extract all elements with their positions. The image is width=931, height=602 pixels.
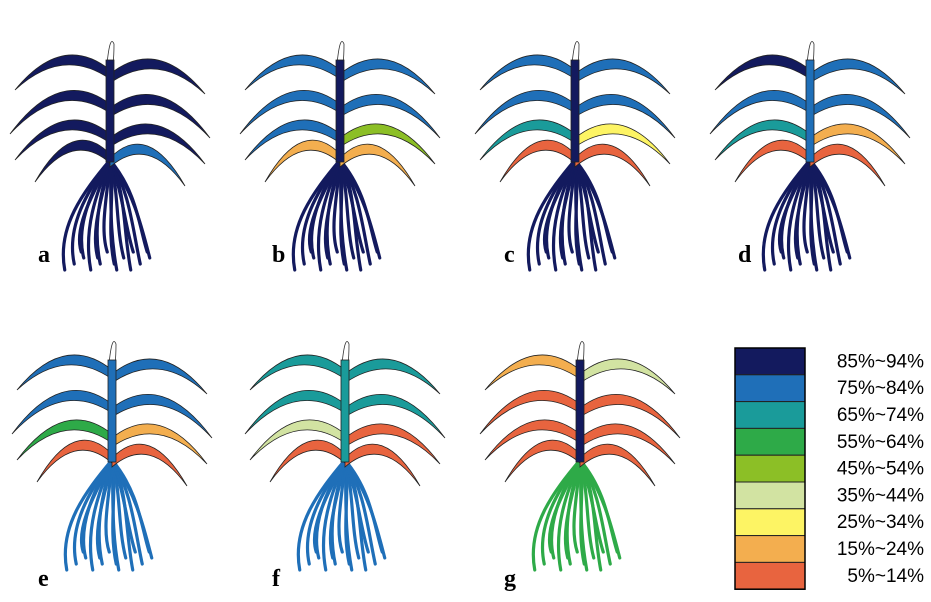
leaf xyxy=(112,359,207,394)
legend-swatch xyxy=(735,482,805,509)
panel-label: c xyxy=(504,242,515,268)
leaf xyxy=(810,59,905,94)
plant xyxy=(475,42,675,271)
legend-swatch xyxy=(735,348,805,375)
panel-label: g xyxy=(504,566,516,592)
leaf xyxy=(580,359,675,394)
legend-label: 35%~44% xyxy=(837,485,924,506)
legend-label: 15%~24% xyxy=(837,539,924,560)
legend-label: 5%~14% xyxy=(847,566,924,587)
legend-swatch xyxy=(735,428,805,455)
stem xyxy=(806,60,814,162)
legend-label: 75%~84% xyxy=(837,378,924,399)
legend-swatch xyxy=(735,375,805,402)
stem xyxy=(576,360,584,462)
panel-label: b xyxy=(272,242,285,268)
panel-label: a xyxy=(38,242,50,268)
leaf xyxy=(485,355,580,390)
leaf xyxy=(250,355,345,390)
plant xyxy=(12,342,212,571)
plant xyxy=(240,42,440,271)
legend-swatch xyxy=(735,402,805,429)
legend-label: 65%~74% xyxy=(837,405,924,426)
stem xyxy=(571,60,579,162)
leaf xyxy=(480,55,575,90)
legend-swatch xyxy=(735,536,805,563)
leaf xyxy=(715,55,810,90)
leaf xyxy=(245,55,340,90)
figure: a b c d e f g 85%~94% 75%~84% 65%~74% 55%~64% 45%~5… xyxy=(0,0,931,602)
legend-swatch xyxy=(735,562,805,589)
leaf xyxy=(15,55,110,90)
panel-label: e xyxy=(38,566,49,592)
legend-swatch xyxy=(735,509,805,536)
leaf xyxy=(340,59,435,94)
legend-label: 45%~54% xyxy=(837,459,924,480)
stem xyxy=(108,360,116,462)
plant xyxy=(10,42,210,271)
plant xyxy=(710,42,910,271)
panel-label: f xyxy=(272,566,281,592)
panel-label: d xyxy=(738,242,752,268)
plant xyxy=(480,342,680,571)
legend-label: 55%~64% xyxy=(837,432,924,453)
leaf xyxy=(17,355,112,390)
stem xyxy=(341,360,349,462)
leaf xyxy=(575,59,670,94)
legend-label: 25%~34% xyxy=(837,512,924,533)
leaf xyxy=(345,359,440,394)
legend-swatch xyxy=(735,455,805,482)
legend-label: 85%~94% xyxy=(837,351,924,372)
leaf xyxy=(110,59,205,94)
plant xyxy=(245,342,445,571)
stem xyxy=(336,60,344,162)
stem xyxy=(106,60,114,162)
